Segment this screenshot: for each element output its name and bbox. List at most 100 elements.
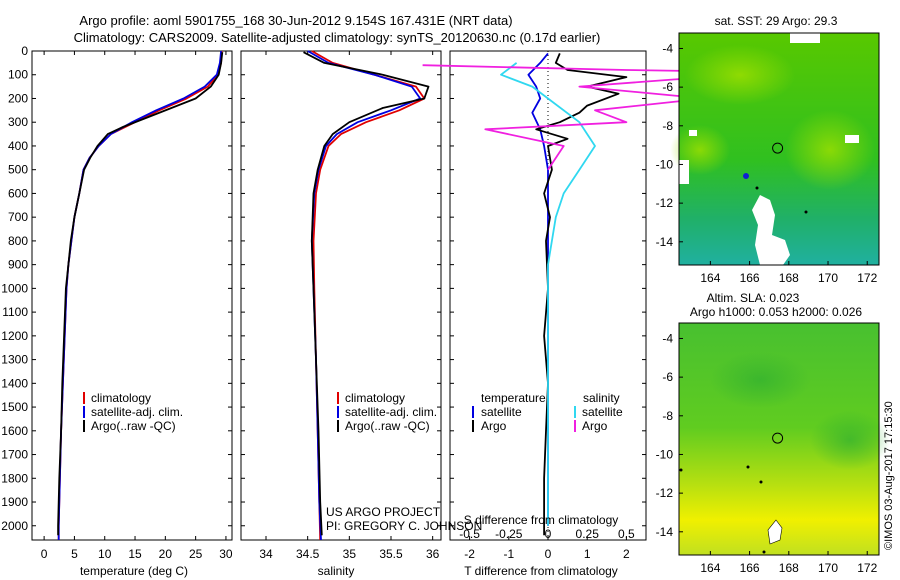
- difference-legend: temperature salinity satellite Argo sate…: [472, 391, 623, 433]
- map-y-tick-label: -6: [662, 80, 673, 94]
- sla-map-low-patch: [810, 410, 890, 470]
- series-line-argo-raw-qc-: [303, 51, 430, 536]
- x-tick-label: 0: [545, 547, 552, 561]
- y-tick-label: 1900: [1, 495, 28, 509]
- map-y-tick-label: -4: [662, 331, 673, 345]
- sla-map-land-mask: [767, 519, 783, 545]
- x-tick-label-s: -0.5: [459, 527, 480, 541]
- x-tick-label: 5: [71, 547, 78, 561]
- x-tick-label-s: 0.25: [576, 527, 600, 541]
- legend-label-t-argo: Argo: [481, 419, 507, 433]
- y-tick-label: 200: [8, 91, 28, 105]
- x-tick-label: 30: [219, 547, 233, 561]
- map-x-tick-label: 166: [740, 271, 760, 285]
- temperature-axes: [31, 50, 233, 541]
- series-line-s-satellite: [500, 62, 596, 526]
- sst-map-cloud-gap: [845, 135, 859, 143]
- sst-map-island: [743, 173, 749, 179]
- x-tick-label: 34.5: [296, 547, 320, 561]
- map-y-tick-label: -10: [656, 157, 674, 171]
- salinity-xlabel: salinity: [318, 564, 355, 578]
- x-tick-label: 34: [259, 547, 273, 561]
- series-line-satellite-adj-clim-: [307, 50, 422, 541]
- y-tick-label: 400: [8, 139, 28, 153]
- map-y-tick-label: -8: [662, 409, 673, 423]
- x-tick-label-s: 0.5: [618, 527, 635, 541]
- y-tick-label: 800: [8, 234, 28, 248]
- map-x-tick-label: 164: [700, 271, 720, 285]
- map-x-tick-label: 170: [818, 561, 838, 575]
- x-tick-label: 10: [98, 547, 112, 561]
- map-y-tick-label: -10: [656, 447, 674, 461]
- sst-map-warm-patch: [685, 45, 795, 105]
- map-axes-layer: 164 166 168 170 172 -4 -6 -8 -10 -12 -14 164 166 168 1…: [656, 41, 878, 575]
- map-x-tick-label: 170: [818, 271, 838, 285]
- x-tick-label: 35.5: [379, 547, 403, 561]
- x-tick-label: 25: [189, 547, 203, 561]
- x-tick-label-s: -0.25: [495, 527, 523, 541]
- y-tick-label: 1800: [1, 471, 28, 485]
- series-line-climatology: [57, 50, 223, 540]
- x-tick-label: 36: [426, 547, 440, 561]
- x-tick-label-s: 0: [545, 527, 552, 541]
- sla-map-island: [762, 550, 766, 554]
- y-tick-label: 500: [8, 163, 28, 177]
- series-line-satellite-adj-clim-: [57, 50, 222, 540]
- x-tick-label: 20: [159, 547, 173, 561]
- sla-map-island: [759, 480, 763, 484]
- sst-map-island: [755, 186, 759, 190]
- sst-map-frame: [678, 32, 880, 266]
- x-tick-label: -2: [464, 547, 475, 561]
- sla-map-low-patch: [710, 352, 810, 408]
- y-tick-label: 0: [21, 44, 28, 58]
- y-tick-label: 1600: [1, 424, 28, 438]
- credit-stamp: ©IMOS 03-Aug-2017 17:15:30: [883, 401, 895, 550]
- sst-map-cloud-gap: [790, 33, 820, 43]
- x-tick-label: -1: [503, 547, 514, 561]
- x-tick-label: 35: [343, 547, 357, 561]
- temperature-xlabel: temperature (deg C): [80, 564, 188, 578]
- map-x-tick-label: 166: [740, 561, 760, 575]
- sla-map-frame: [678, 322, 880, 556]
- legend-label-satellite: satellite-adj. clim.: [345, 405, 437, 419]
- x-tick-label: 0: [41, 547, 48, 561]
- sla-map-title-1: Altim. SLA: 0.023: [707, 291, 800, 305]
- sst-map-cloud-gap: [689, 130, 697, 136]
- map-y-tick-label: -4: [662, 41, 673, 55]
- temperature-legend: climatology satellite-adj. clim. Argo(..…: [83, 391, 183, 433]
- y-tick-label: 1200: [1, 329, 28, 343]
- x-tick-label: 2: [623, 547, 630, 561]
- map-y-tick-label: -12: [656, 196, 674, 210]
- y-tick-label: 1100: [2, 305, 28, 319]
- y-tick-label: 2000: [1, 519, 28, 533]
- map-y-tick-label: -6: [662, 370, 673, 384]
- y-tick-label: 1400: [1, 376, 28, 390]
- salinity-legend: climatology satellite-adj. clim. Argo(..…: [337, 391, 437, 433]
- legend-title-temperature: temperature: [481, 391, 546, 405]
- legend-title-salinity: salinity: [583, 391, 620, 405]
- series-line-argo-raw-qc-: [57, 52, 224, 536]
- legend-label-argo: Argo(..raw -QC): [345, 419, 430, 433]
- legend-label-climatology: climatology: [91, 391, 151, 405]
- sst-map-land-mask: [752, 195, 790, 265]
- map-y-tick-label: -12: [656, 486, 674, 500]
- map-x-tick-label: 168: [779, 271, 799, 285]
- y-tick-label: 1000: [1, 281, 28, 295]
- y-tick-label: 100: [8, 68, 28, 82]
- map-y-tick-label: -14: [656, 525, 674, 539]
- sst-map: [670, 32, 880, 266]
- sst-map-warm-patch: [785, 110, 875, 190]
- difference-xlabel: T difference from climatology: [464, 564, 618, 578]
- y-tick-label: 300: [8, 115, 28, 129]
- y-tick-label: 1700: [1, 448, 28, 462]
- y-tick-label: 1300: [1, 353, 28, 367]
- sla-map-island: [746, 465, 750, 469]
- axes-layer: 0100200300400500600700800900100011001200…: [1, 44, 646, 561]
- legend-label-s-argo: Argo: [582, 419, 608, 433]
- map-x-tick-label: 164: [700, 561, 720, 575]
- y-tick-label: 600: [8, 186, 28, 200]
- series-line-climatology: [311, 50, 426, 541]
- sla-map-island: [679, 468, 683, 472]
- y-tick-label: 1500: [1, 400, 28, 414]
